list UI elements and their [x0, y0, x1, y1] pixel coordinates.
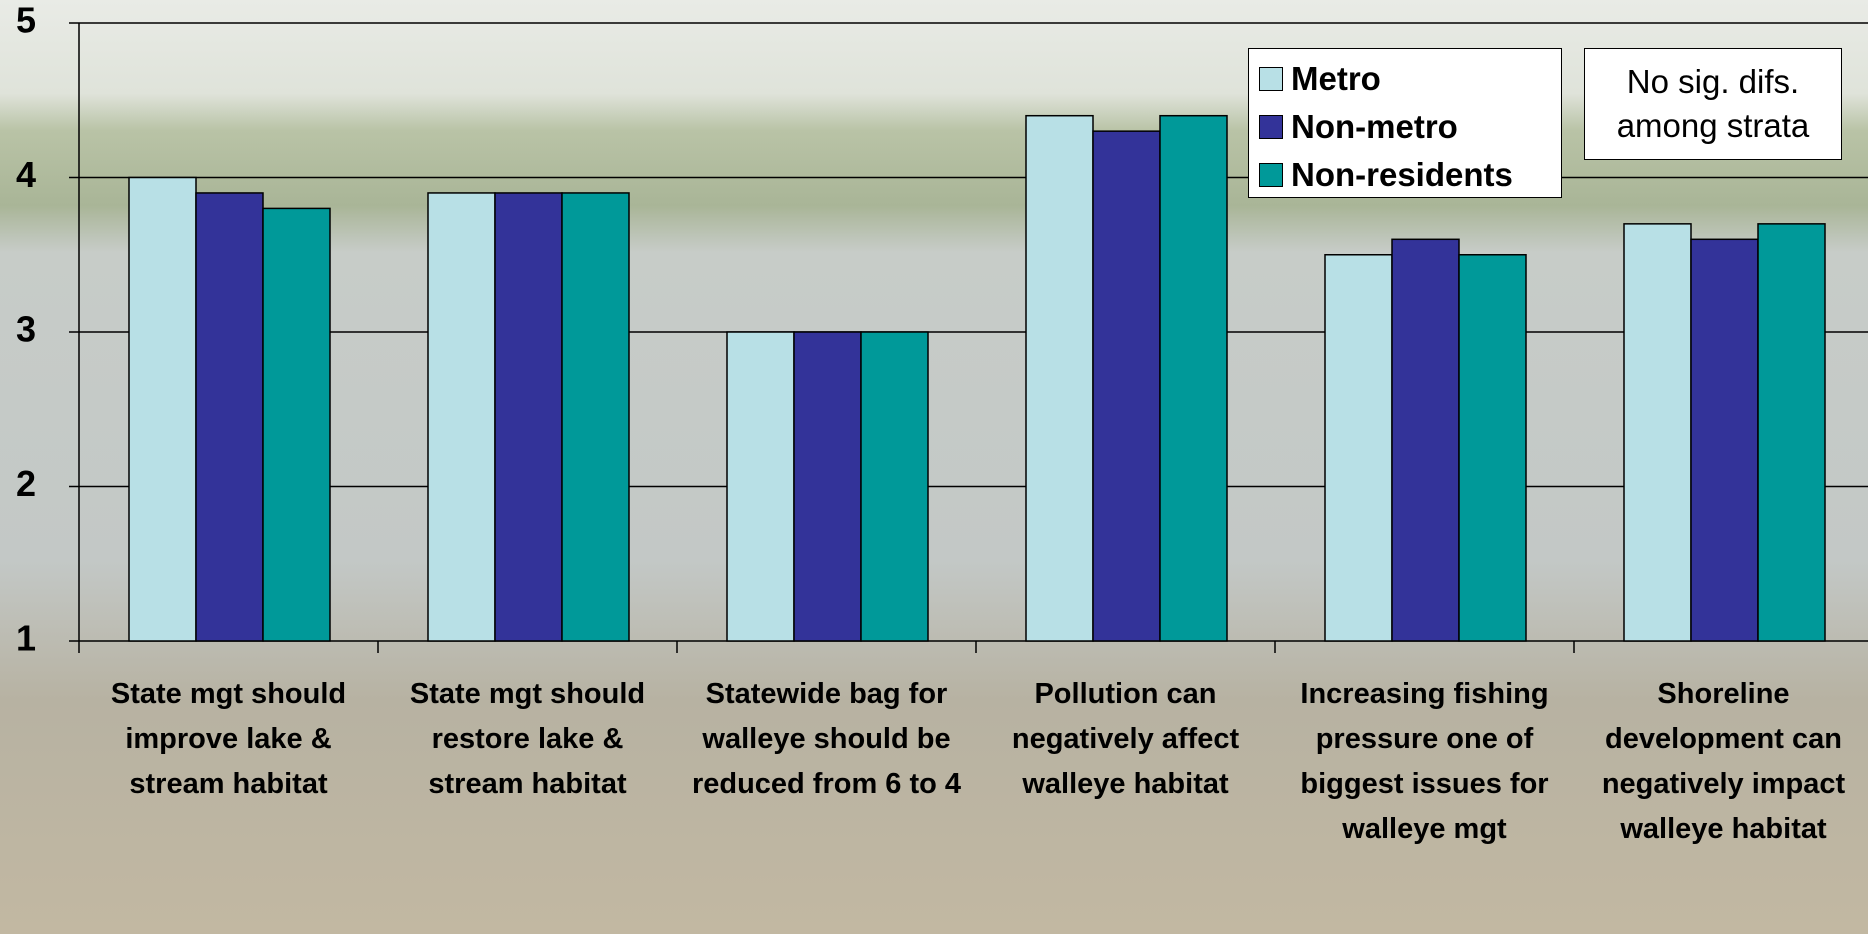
bar [1623, 223, 1692, 642]
bar [1324, 254, 1393, 642]
legend-label: Non-metro [1291, 108, 1458, 145]
bar [262, 207, 331, 642]
bar [1092, 130, 1161, 642]
bar [494, 192, 563, 642]
bar [1690, 238, 1759, 642]
y-tick-label: 5 [16, 0, 36, 41]
bar [561, 192, 630, 642]
legend-swatch [1259, 115, 1283, 139]
bar [1391, 238, 1460, 642]
bar [860, 331, 929, 642]
x-tick-label: Shoreline development can negatively imp… [1601, 678, 1846, 845]
bar [726, 331, 795, 642]
legend-entry: Non-residents [1259, 151, 1551, 199]
legend-entry: Non-metro [1259, 103, 1551, 151]
annotation: No sig. difs. among strata [1584, 48, 1842, 160]
bar [195, 192, 264, 642]
bar [1458, 254, 1527, 642]
x-tick-label: Statewide bag for walleye should be redu… [691, 678, 962, 800]
bar [1025, 114, 1094, 642]
x-tick-label: Pollution can negatively affect walleye … [1011, 678, 1240, 800]
x-tick-label: State mgt should improve lake & stream h… [110, 678, 347, 800]
legend-entry: Metro [1259, 55, 1551, 103]
x-tick-label: Increasing fishing pressure one of bigge… [1300, 678, 1549, 845]
bar [128, 176, 197, 642]
y-tick-label: 1 [16, 618, 36, 659]
legend-swatch [1259, 163, 1283, 187]
legend-swatch [1259, 67, 1283, 91]
bar [1159, 114, 1228, 642]
y-tick-label: 4 [16, 154, 36, 195]
legend-label: Metro [1291, 60, 1381, 97]
bar [793, 331, 862, 642]
y-tick-label: 3 [16, 309, 36, 350]
legend: Metro Non-metro Non-residents [1248, 48, 1562, 198]
bar [427, 192, 496, 642]
x-tick-label: State mgt should restore lake & stream h… [409, 678, 646, 800]
legend-label: Non-residents [1291, 156, 1513, 193]
bar [1757, 223, 1826, 642]
y-tick-label: 2 [16, 463, 36, 504]
